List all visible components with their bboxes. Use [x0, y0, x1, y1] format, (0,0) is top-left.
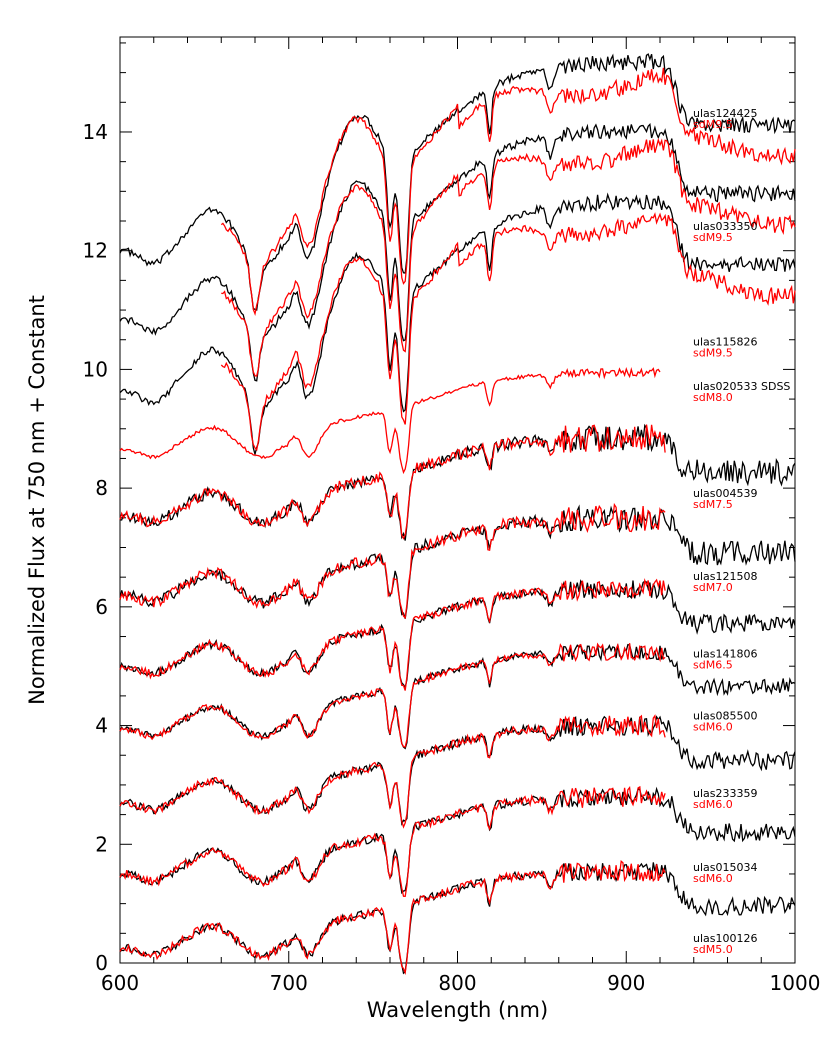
object-label: ulas004539 [693, 487, 758, 500]
object-label: ulas233359 [693, 787, 758, 800]
template-label: sdM7.0 [693, 581, 733, 594]
object-label: ulas033350 [693, 220, 758, 233]
object-label: ulas115826 [693, 336, 758, 349]
y-tick-label: 4 [95, 714, 108, 738]
template-label: sdM9.5 [693, 231, 733, 244]
template-spectrum [119, 366, 661, 475]
object-label: ulas100126 [693, 932, 758, 945]
object-spectrum [119, 862, 796, 975]
x-axis-title: Wavelength (nm) [367, 998, 548, 1022]
template-spectrum [119, 785, 666, 897]
y-tick-label: 0 [95, 951, 108, 975]
template-spectrum [119, 502, 666, 620]
template-spectrum [119, 642, 666, 748]
template-label: sdM6.0 [693, 798, 733, 811]
spectra-lines [119, 53, 796, 976]
y-tick-label: 12 [83, 239, 108, 263]
y-tick-label: 10 [83, 357, 108, 381]
template-spectrum [119, 714, 666, 829]
template-label: sdM6.0 [693, 721, 733, 734]
spectrum-labels: ulas124425sdM9.5ulas033350sdM9.5ulas1158… [693, 107, 790, 956]
template-spectrum [220, 67, 796, 316]
object-spectrum [119, 715, 796, 826]
x-tick-label: 600 [101, 971, 139, 995]
y-tick-label: 14 [83, 120, 108, 144]
object-label: ulas141806 [693, 647, 758, 660]
template-spectrum [220, 212, 796, 452]
template-spectrum [221, 137, 796, 377]
y-tick-label: 2 [95, 832, 108, 856]
x-tick-label: 800 [438, 971, 476, 995]
y-tick-label: 8 [95, 476, 108, 500]
object-label: ulas121508 [693, 570, 758, 583]
template-label: sdM6.5 [693, 658, 733, 671]
template-label: sdM5.0 [693, 943, 733, 956]
object-label: ulas015034 [693, 861, 758, 874]
object-spectrum [119, 423, 796, 541]
template-spectrum [119, 424, 666, 540]
template-label: sdM9.5 [693, 118, 733, 131]
object-label: ulas124425 [693, 107, 758, 120]
axis-ticks [119, 37, 796, 964]
object-label: ulas020533 SDSS [693, 380, 790, 393]
y-tick-label: 6 [95, 595, 108, 619]
template-spectrum [119, 860, 666, 976]
x-tick-label: 900 [607, 971, 645, 995]
template-label: sdM9.5 [693, 347, 733, 360]
template-spectrum [119, 578, 666, 691]
tick-labels: 600 700 800 900 1000 0 2 4 6 8 10 12 14 [83, 120, 821, 995]
x-tick-label: 700 [270, 971, 308, 995]
template-label: sdM7.5 [693, 498, 733, 511]
template-label: sdM8.0 [693, 391, 733, 404]
template-label: sdM6.0 [693, 872, 733, 885]
y-axis-title: Normalized Flux at 750 nm + Constant [25, 295, 49, 705]
object-spectrum [119, 579, 796, 690]
x-tick-label: 1000 [770, 971, 821, 995]
object-label: ulas085500 [693, 710, 758, 723]
